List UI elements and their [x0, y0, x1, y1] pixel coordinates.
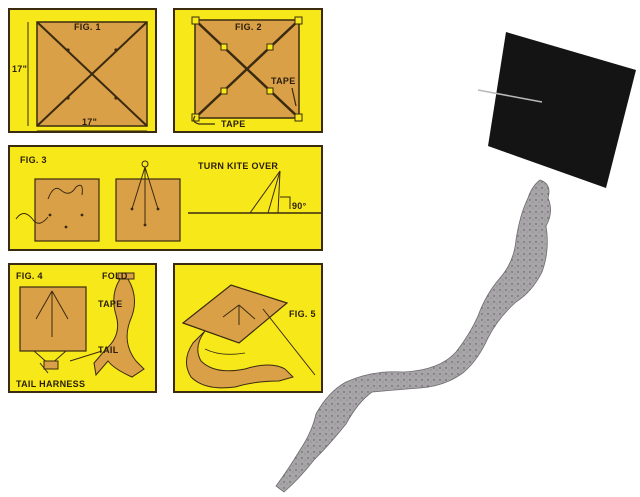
bridle-string — [15, 213, 49, 224]
paper-tail — [275, 179, 551, 493]
fig1-width-label: 17" — [82, 117, 98, 127]
kite-sail — [19, 286, 87, 352]
fig4-drawing — [19, 272, 145, 378]
fig2-panel: FIG. 2 TAPE TAPE — [173, 8, 323, 133]
fig2-tape-label-2: TAPE — [221, 119, 246, 129]
flying-line — [262, 308, 316, 376]
tail-arrow — [69, 350, 103, 362]
fig2-drawing — [191, 16, 303, 125]
tape-arrow — [291, 87, 297, 107]
tail-ribbon — [186, 330, 294, 389]
fig5-title: FIG. 5 — [289, 309, 316, 319]
fig3-drawing — [15, 160, 322, 242]
fig3-instruction: TURN KITE OVER — [198, 161, 279, 171]
fig1-drawing — [27, 21, 148, 132]
fig4-tail-harness-label: TAIL HARNESS — [16, 379, 86, 389]
diagonal-stick — [194, 19, 300, 119]
fig2-tape-label-1: TAPE — [271, 76, 296, 86]
kite-photo — [275, 32, 636, 493]
bridle-string — [47, 184, 83, 200]
fig4-tail-label: TAIL — [98, 345, 119, 355]
kite-back-view — [34, 178, 100, 242]
kite-sail-perspective — [181, 284, 289, 344]
fig3-panel: FIG. 3 TURN KITE OVER 90° — [8, 145, 323, 251]
fig4-fold-label: FOLD — [102, 271, 128, 281]
kite-back-view — [115, 178, 181, 242]
fold-marker — [117, 272, 135, 280]
angle-marker — [280, 196, 291, 209]
black-kite — [488, 32, 636, 188]
tail-ribbon — [93, 278, 145, 378]
fig3-angle-label: 90° — [292, 201, 307, 211]
fig5-panel: FIG. 5 — [173, 263, 323, 393]
fig1-height-label: 17" — [12, 64, 28, 74]
fig1-title: FIG. 1 — [74, 22, 101, 32]
bridle-ring — [141, 160, 149, 168]
fig4-panel: FIG. 4 FOLD TAPE TAIL TAIL HARNESS — [8, 263, 157, 393]
fig3-title: FIG. 3 — [20, 155, 47, 165]
kite-spar — [477, 89, 543, 103]
bridle-line — [277, 170, 281, 214]
fig4-title: FIG. 4 — [16, 271, 43, 281]
fig4-tape-label: TAPE — [98, 299, 123, 309]
fig1-panel: FIG. 1 17" 17" — [8, 8, 157, 133]
tape-arrow — [193, 115, 215, 125]
fig2-title: FIG. 2 — [235, 22, 262, 32]
fig5-drawing — [181, 284, 316, 389]
tape-pieces — [191, 16, 303, 122]
